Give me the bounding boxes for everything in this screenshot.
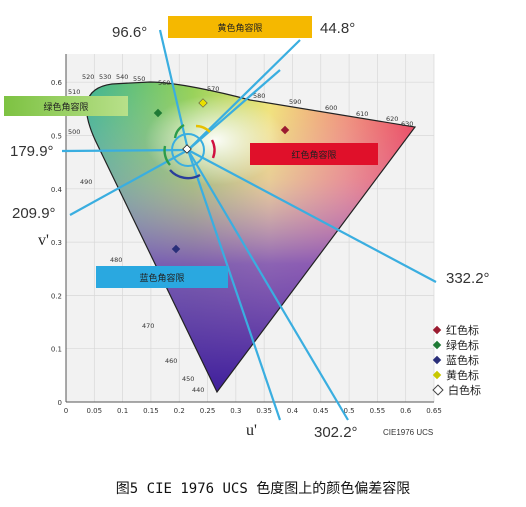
- legend-item: 红色标: [432, 322, 479, 338]
- wl-600: 600: [325, 104, 337, 112]
- wl-480: 480: [110, 256, 122, 264]
- wl-470: 470: [142, 322, 154, 330]
- green-arrow-down: [163, 145, 171, 166]
- spectral-locus: [85, 81, 417, 394]
- wl-530: 530: [99, 73, 111, 81]
- x-tick-label: 0.45: [313, 407, 329, 415]
- blue-band: 蓝色角容限: [96, 266, 228, 288]
- wl-580: 580: [253, 92, 265, 100]
- wl-610: 610: [356, 110, 368, 118]
- u-axis-label: u': [246, 422, 257, 439]
- legend-item: 白色标: [432, 382, 481, 398]
- wl-560: 560: [158, 79, 170, 87]
- x-tick-label: 0.6: [400, 407, 412, 415]
- wl-590: 590: [289, 98, 301, 106]
- yellow-band: 黄色角容限: [168, 16, 312, 38]
- x-tick-label: 0.1: [117, 407, 128, 415]
- angle-209-label: 209.9°: [12, 205, 56, 222]
- v-axis-label: v': [38, 232, 49, 249]
- legend-item: 绿色标: [432, 337, 479, 353]
- x-tick-label: 0.05: [87, 407, 103, 415]
- ray-extra-1: [186, 149, 282, 421]
- ray-302: [187, 149, 349, 421]
- ray-extra-2: [187, 69, 281, 151]
- legend-swatch: [432, 340, 442, 350]
- x-tick-label: 0.25: [200, 407, 216, 415]
- legend-label: 黄色标: [446, 369, 479, 382]
- ray-96: [158, 29, 190, 151]
- wl-440: 440: [192, 386, 204, 394]
- angle-44-label: 44.8°: [320, 20, 356, 37]
- wl-550: 550: [133, 75, 145, 83]
- legend-item: 黄色标: [432, 367, 479, 383]
- red-marker: [280, 125, 290, 135]
- y-tick-labels: 0 0.1 0.2 0.3 0.4 0.5 0.6: [51, 79, 63, 407]
- angle-179-label: 179.9°: [10, 143, 54, 160]
- blue-marker: [171, 244, 181, 254]
- y-tick-label: 0.1: [51, 346, 62, 354]
- legend-swatch: [432, 384, 444, 396]
- legend-swatch: [432, 355, 442, 365]
- wl-570: 570: [207, 85, 219, 93]
- red-band: 红色角容限: [250, 143, 378, 165]
- system-label: CIE1976 UCS: [383, 428, 433, 437]
- wl-630: 630: [401, 120, 413, 128]
- green-band: 绿色角容限: [4, 96, 128, 116]
- ray-179: [61, 148, 189, 153]
- markers: [153, 98, 290, 254]
- wl-450: 450: [182, 375, 194, 383]
- yellow-marker: [198, 98, 208, 108]
- angle-96-label: 96.6°: [112, 24, 148, 41]
- x-tick-label: 0: [64, 407, 68, 415]
- x-tick-label: 0.4: [287, 407, 299, 415]
- legend-label: 红色标: [446, 324, 479, 337]
- white-marker: [182, 144, 192, 154]
- x-tick-labels: 0 0.05 0.1 0.15 0.2 0.25 0.3 0.35 0.4 0.45 0.5 0.55…: [64, 407, 442, 415]
- y-tick-label: 0.4: [51, 186, 63, 194]
- legend-swatch: [432, 370, 442, 380]
- x-tick-label: 0.5: [344, 407, 355, 415]
- x-tick-label: 0.2: [174, 407, 185, 415]
- cie-chromaticity-diagram: 0 0.05 0.1 0.15 0.2 0.25 0.3 0.35 0.4 0.45 0.5 0.55…: [51, 29, 442, 437]
- tolerance-arrows: [163, 123, 216, 180]
- ray-44: [187, 39, 301, 151]
- green-marker: [153, 108, 163, 118]
- x-tick-label: 0.35: [256, 407, 272, 415]
- x-tick-label: 0.3: [230, 407, 241, 415]
- legend-label: 绿色标: [446, 339, 479, 352]
- y-tick-label: 0.2: [51, 292, 62, 300]
- x-tick-label: 0.15: [143, 407, 159, 415]
- red-arrow: [210, 139, 216, 159]
- angle-332-label: 332.2°: [446, 270, 490, 287]
- wl-490: 490: [80, 178, 92, 186]
- wl-510: 510: [68, 88, 80, 96]
- legend-label: 蓝色标: [446, 354, 479, 367]
- yellow-arrow: [195, 124, 211, 133]
- y-tick-label: 0.6: [51, 79, 63, 87]
- figure-caption: 图5 CIE 1976 UCS 色度图上的颜色偏差容限: [115, 481, 411, 497]
- wl-620: 620: [386, 115, 398, 123]
- legend-swatch: [432, 325, 442, 335]
- wl-540: 540: [116, 73, 128, 81]
- legend-item: 蓝色标: [432, 352, 479, 368]
- wl-500: 500: [68, 128, 80, 136]
- blue-arrow: [169, 169, 201, 180]
- angle-302-label: 302.2°: [314, 424, 358, 441]
- green-arrow-up: [173, 123, 185, 139]
- x-tick-label: 0.65: [426, 407, 442, 415]
- wl-520: 520: [82, 73, 94, 81]
- y-tick-label: 0.5: [51, 133, 62, 141]
- y-tick-label: 0.3: [51, 239, 62, 247]
- y-tick-label: 0: [58, 399, 62, 407]
- x-tick-label: 0.55: [370, 407, 386, 415]
- wl-460: 460: [165, 357, 177, 365]
- ray-332: [187, 149, 437, 283]
- wavelength-labels: 520 530 540 550 560 570 580 590 600 610 …: [68, 73, 413, 394]
- legend-label: 白色标: [448, 384, 481, 397]
- white-point-ring: [171, 133, 205, 167]
